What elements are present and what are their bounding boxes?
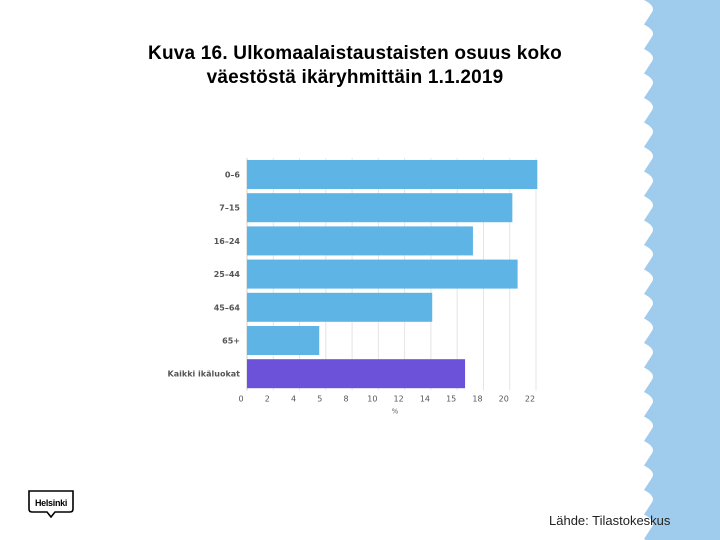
bar [247, 259, 518, 289]
x-tick-label: 2 [265, 394, 270, 403]
x-tick-label: 14 [420, 394, 430, 403]
x-tick-label: 10 [367, 394, 377, 403]
x-tick-label: 5 [317, 394, 322, 403]
x-tick-label: 15 [446, 394, 456, 403]
bar [247, 160, 538, 189]
x-tick-label: 20 [499, 394, 509, 403]
wave-band [644, 0, 720, 540]
title-line-2: väestöstä ikäryhmittäin 1.1.2019 [206, 67, 504, 88]
bar [247, 226, 473, 256]
y-tick-label: Kaikki ikäluokat [168, 370, 241, 379]
bar [247, 359, 466, 389]
title-line-1: Kuva 16. Ulkomaalaistaustaisten osuus ko… [148, 43, 562, 64]
slide-title: Kuva 16. Ulkomaalaistaustaisten osuus ko… [90, 42, 620, 90]
bar [247, 292, 433, 322]
y-tick-label: 45–64 [214, 303, 241, 312]
y-tick-label: 16–24 [214, 237, 241, 246]
helsinki-logo: Helsinki [28, 490, 74, 519]
y-tick-label: 0–6 [225, 171, 241, 180]
x-tick-label: 22 [525, 394, 535, 403]
source-note: Lähde: Tilastokeskus [549, 513, 671, 528]
x-tick-label: 12 [394, 394, 404, 403]
x-tick-label: 4 [291, 394, 296, 403]
logo-text: Helsinki [34, 498, 68, 508]
x-tick-label: 18 [472, 394, 482, 403]
y-tick-label: 7–15 [219, 204, 240, 213]
x-axis-label: % [392, 407, 399, 415]
x-tick-label: 8 [344, 394, 349, 403]
bar [247, 326, 320, 355]
bar [247, 193, 513, 223]
x-tick-label: 0 [238, 394, 243, 403]
y-tick-label: 25–44 [214, 270, 241, 279]
y-tick-label: 65+ [222, 337, 240, 346]
